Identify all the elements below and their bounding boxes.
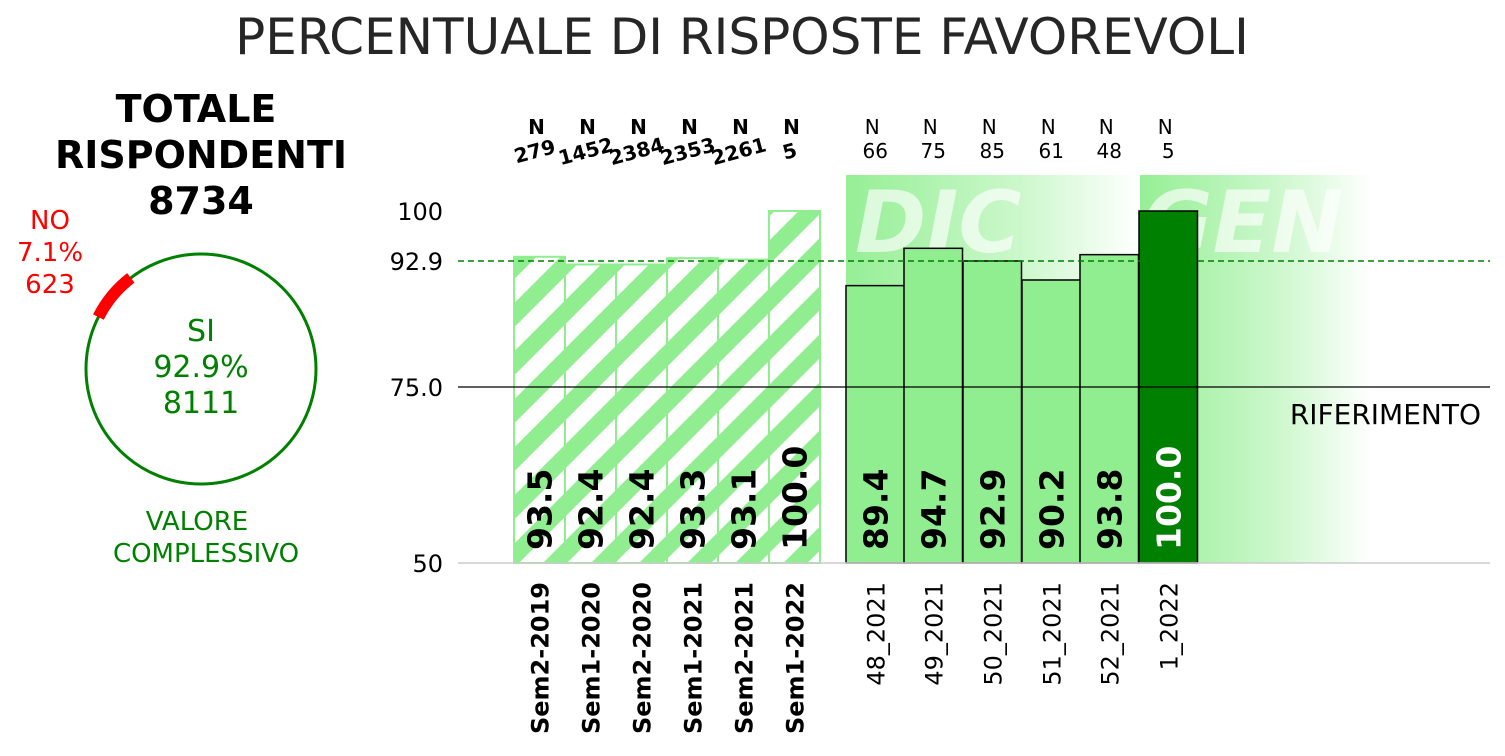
summary-total: 8734 bbox=[148, 179, 254, 223]
value-label-week-51_2021: 90.2 bbox=[1032, 469, 1071, 550]
bar-week-49_2021 bbox=[903, 247, 964, 564]
no-label: NO bbox=[30, 206, 70, 236]
value-label-sem1-2021: 93.3 bbox=[674, 469, 713, 550]
value-label-week-1_2022: 100.0 bbox=[1149, 446, 1188, 550]
n-value: 85 bbox=[980, 139, 1005, 163]
x-tick-label: Sem1-2020 bbox=[578, 582, 606, 734]
n-label: N bbox=[732, 115, 749, 139]
x-tick-label: 51_2021 bbox=[1038, 582, 1066, 686]
y-tick-label: 100 bbox=[397, 198, 443, 226]
y-tick-label: 75.0 bbox=[390, 374, 443, 402]
n-value: 5 bbox=[780, 138, 800, 165]
value-label-week-52_2021: 93.8 bbox=[1090, 469, 1129, 550]
no-percentage: 7.1% bbox=[17, 238, 83, 268]
n-value: 5 bbox=[1162, 139, 1175, 163]
n-label: N bbox=[923, 115, 938, 139]
n-value: 279 bbox=[511, 134, 558, 168]
n-label: N bbox=[1158, 115, 1173, 139]
n-label: N bbox=[1099, 115, 1114, 139]
value-label-sem2-2019: 93.5 bbox=[521, 469, 560, 550]
n-value: 48 bbox=[1097, 139, 1122, 163]
value-label-sem1-2020: 92.4 bbox=[572, 469, 611, 550]
n-value: 1452 bbox=[556, 132, 616, 170]
bars bbox=[513, 210, 1199, 564]
x-tick-label: Sem2-2020 bbox=[629, 582, 657, 734]
n-label: N bbox=[528, 115, 545, 139]
n-label: N bbox=[865, 115, 880, 139]
bar-week-48_2021 bbox=[845, 284, 906, 564]
summary-caption-line2: COMPLESSIVO bbox=[113, 539, 299, 569]
no-count: 623 bbox=[25, 270, 75, 300]
n-label: N bbox=[783, 115, 800, 139]
yes-label: SI bbox=[187, 314, 215, 349]
n-value: 75 bbox=[921, 139, 946, 163]
bar-week-51_2021 bbox=[1021, 279, 1082, 564]
x-tick-label: Sem2-2019 bbox=[527, 582, 555, 734]
value-labels: 93.5 92.4 92.4 93.3 93.1 100.0 89.4 94.7 92.9 90.… bbox=[521, 446, 1189, 550]
value-label-week-48_2021: 89.4 bbox=[856, 469, 895, 550]
n-label: N bbox=[630, 115, 647, 139]
x-tick-label: 49_2021 bbox=[920, 582, 948, 686]
value-label-sem1-2022: 100.0 bbox=[776, 446, 815, 550]
summary-panel: TOTALE RISPONDENTI 8734 NO 7.1% 623 SI 9… bbox=[17, 87, 347, 569]
x-tick-label: 52_2021 bbox=[1096, 582, 1124, 686]
bar-week-50_2021 bbox=[962, 260, 1023, 564]
x-tick-label: Sem1-2022 bbox=[782, 582, 810, 734]
summary-heading-line2: RISPONDENTI bbox=[55, 133, 347, 177]
n-value: 61 bbox=[1039, 139, 1064, 163]
n-label: N bbox=[681, 115, 698, 139]
value-label-sem2-2020: 92.4 bbox=[623, 469, 662, 550]
n-value: 66 bbox=[863, 139, 888, 163]
y-tick-label: 50 bbox=[412, 550, 443, 578]
bar-sem2-2021 bbox=[717, 258, 770, 564]
x-tick-label: 1_2022 bbox=[1155, 582, 1183, 670]
sample-size-labels: N279N1452N2384N2353N2261N5N66N75N85N61N4… bbox=[511, 115, 1174, 170]
x-tick-label: 48_2021 bbox=[862, 582, 890, 686]
y-tick-label: 92.9 bbox=[390, 248, 443, 276]
value-label-sem2-2021: 93.1 bbox=[725, 469, 764, 550]
reference-lines: RIFERIMENTO bbox=[458, 260, 1490, 431]
n-value: 2261 bbox=[709, 132, 769, 170]
yes-count: 8111 bbox=[163, 386, 239, 421]
chart-title: PERCENTUALE DI RISPOSTE FAVOREVOLI bbox=[235, 8, 1249, 66]
no-ring-segment bbox=[93, 273, 135, 320]
yes-percentage: 92.9% bbox=[153, 350, 248, 385]
x-tick-label: Sem2-2021 bbox=[731, 582, 759, 734]
x-tick-label: 50_2021 bbox=[979, 582, 1007, 686]
summary-heading-line1: TOTALE bbox=[116, 87, 277, 131]
value-label-week-49_2021: 94.7 bbox=[914, 469, 953, 550]
reference-label: RIFERIMENTO bbox=[1290, 398, 1481, 431]
axes: 50 75.0 92.9 100 Sem2-2019 Sem1-2020 Sem2-2020… bbox=[390, 198, 1490, 734]
n-value: 2353 bbox=[658, 132, 718, 170]
n-value: 2384 bbox=[607, 132, 667, 170]
n-label: N bbox=[1041, 115, 1056, 139]
summary-caption-line1: VALORE bbox=[146, 507, 248, 537]
yes-ring bbox=[84, 252, 318, 486]
value-label-week-50_2021: 92.9 bbox=[973, 469, 1012, 550]
n-label: N bbox=[579, 115, 596, 139]
n-label: N bbox=[982, 115, 997, 139]
x-tick-label: Sem1-2021 bbox=[680, 582, 708, 734]
